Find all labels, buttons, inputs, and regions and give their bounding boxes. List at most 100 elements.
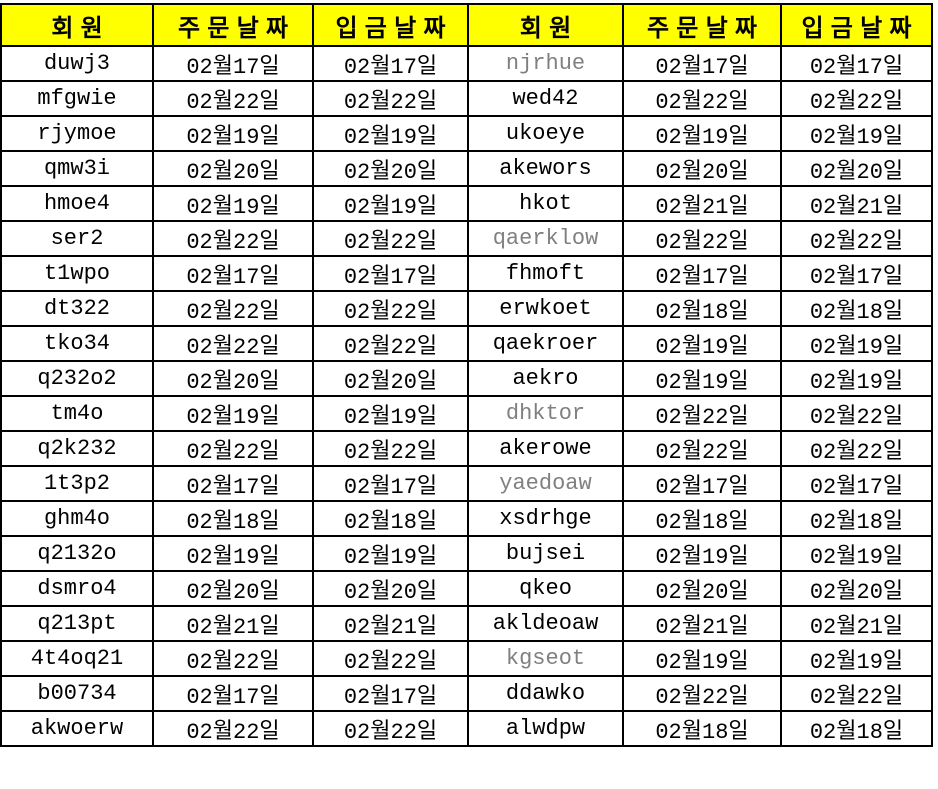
member-cell[interactable]: bujsei	[467, 535, 624, 572]
order-date-cell[interactable]: 02월20일	[152, 150, 314, 187]
column-header-2[interactable]: 입금날짜	[312, 3, 469, 47]
order-date-cell[interactable]: 02월22일	[152, 220, 314, 257]
order-date-cell[interactable]: 02월21일	[622, 185, 782, 222]
deposit-date-cell[interactable]: 02월19일	[780, 325, 933, 362]
member-cell[interactable]: akwoerw	[0, 710, 154, 747]
deposit-date-cell[interactable]: 02월20일	[780, 150, 933, 187]
deposit-date-cell[interactable]: 02월19일	[312, 395, 469, 432]
member-cell[interactable]: aekro	[467, 360, 624, 397]
member-cell[interactable]: alwdpw	[467, 710, 624, 747]
member-cell[interactable]: hkot	[467, 185, 624, 222]
deposit-date-cell[interactable]: 02월22일	[780, 220, 933, 257]
column-header-4[interactable]: 주문날짜	[622, 3, 782, 47]
order-date-cell[interactable]: 02월17일	[622, 45, 782, 82]
member-cell[interactable]: rjymoe	[0, 115, 154, 152]
member-cell[interactable]: q232o2	[0, 360, 154, 397]
member-cell[interactable]: ghm4o	[0, 500, 154, 537]
order-date-cell[interactable]: 02월19일	[622, 325, 782, 362]
deposit-date-cell[interactable]: 02월22일	[312, 710, 469, 747]
order-date-cell[interactable]: 02월19일	[152, 395, 314, 432]
deposit-date-cell[interactable]: 02월19일	[780, 535, 933, 572]
member-cell[interactable]: yaedoaw	[467, 465, 624, 502]
member-cell[interactable]: duwj3	[0, 45, 154, 82]
deposit-date-cell[interactable]: 02월22일	[780, 80, 933, 117]
order-date-cell[interactable]: 02월20일	[152, 360, 314, 397]
deposit-date-cell[interactable]: 02월22일	[312, 430, 469, 467]
member-cell[interactable]: dhktor	[467, 395, 624, 432]
member-cell[interactable]: q2k232	[0, 430, 154, 467]
member-cell[interactable]: 4t4oq21	[0, 640, 154, 677]
member-cell[interactable]: b00734	[0, 675, 154, 712]
order-date-cell[interactable]: 02월17일	[622, 255, 782, 292]
deposit-date-cell[interactable]: 02월20일	[312, 150, 469, 187]
deposit-date-cell[interactable]: 02월17일	[780, 465, 933, 502]
member-cell[interactable]: akldeoaw	[467, 605, 624, 642]
order-date-cell[interactable]: 02월22일	[152, 640, 314, 677]
member-cell[interactable]: ukoeye	[467, 115, 624, 152]
member-cell[interactable]: dt322	[0, 290, 154, 327]
member-cell[interactable]: qmw3i	[0, 150, 154, 187]
order-date-cell[interactable]: 02월18일	[152, 500, 314, 537]
deposit-date-cell[interactable]: 02월22일	[780, 430, 933, 467]
order-date-cell[interactable]: 02월17일	[152, 255, 314, 292]
deposit-date-cell[interactable]: 02월21일	[780, 605, 933, 642]
member-cell[interactable]: njrhue	[467, 45, 624, 82]
deposit-date-cell[interactable]: 02월19일	[780, 640, 933, 677]
member-cell[interactable]: dsmro4	[0, 570, 154, 607]
order-date-cell[interactable]: 02월19일	[622, 640, 782, 677]
member-cell[interactable]: tko34	[0, 325, 154, 362]
order-date-cell[interactable]: 02월22일	[152, 290, 314, 327]
order-date-cell[interactable]: 02월22일	[152, 710, 314, 747]
order-date-cell[interactable]: 02월17일	[152, 465, 314, 502]
deposit-date-cell[interactable]: 02월19일	[312, 535, 469, 572]
member-cell[interactable]: fhmoft	[467, 255, 624, 292]
deposit-date-cell[interactable]: 02월17일	[312, 675, 469, 712]
member-cell[interactable]: xsdrhge	[467, 500, 624, 537]
order-date-cell[interactable]: 02월20일	[622, 150, 782, 187]
deposit-date-cell[interactable]: 02월17일	[780, 255, 933, 292]
member-cell[interactable]: akerowe	[467, 430, 624, 467]
order-date-cell[interactable]: 02월18일	[622, 290, 782, 327]
deposit-date-cell[interactable]: 02월22일	[312, 80, 469, 117]
deposit-date-cell[interactable]: 02월17일	[780, 45, 933, 82]
deposit-date-cell[interactable]: 02월21일	[312, 605, 469, 642]
order-date-cell[interactable]: 02월19일	[152, 185, 314, 222]
order-date-cell[interactable]: 02월17일	[152, 675, 314, 712]
deposit-date-cell[interactable]: 02월17일	[312, 465, 469, 502]
member-cell[interactable]: erwkoet	[467, 290, 624, 327]
column-header-3[interactable]: 회원	[467, 3, 624, 47]
deposit-date-cell[interactable]: 02월19일	[312, 115, 469, 152]
order-date-cell[interactable]: 02월19일	[622, 360, 782, 397]
deposit-date-cell[interactable]: 02월19일	[780, 360, 933, 397]
deposit-date-cell[interactable]: 02월20일	[780, 570, 933, 607]
deposit-date-cell[interactable]: 02월17일	[312, 255, 469, 292]
deposit-date-cell[interactable]: 02월19일	[780, 115, 933, 152]
deposit-date-cell[interactable]: 02월20일	[312, 360, 469, 397]
order-date-cell[interactable]: 02월22일	[622, 675, 782, 712]
deposit-date-cell[interactable]: 02월21일	[780, 185, 933, 222]
member-cell[interactable]: q213pt	[0, 605, 154, 642]
order-date-cell[interactable]: 02월17일	[152, 45, 314, 82]
member-cell[interactable]: qaekroer	[467, 325, 624, 362]
order-date-cell[interactable]: 02월22일	[622, 395, 782, 432]
order-date-cell[interactable]: 02월21일	[622, 605, 782, 642]
member-cell[interactable]: t1wpo	[0, 255, 154, 292]
member-cell[interactable]: wed42	[467, 80, 624, 117]
member-cell[interactable]: qaerklow	[467, 220, 624, 257]
deposit-date-cell[interactable]: 02월22일	[312, 290, 469, 327]
member-cell[interactable]: kgseot	[467, 640, 624, 677]
member-cell[interactable]: ddawko	[467, 675, 624, 712]
order-date-cell[interactable]: 02월22일	[622, 80, 782, 117]
deposit-date-cell[interactable]: 02월22일	[312, 220, 469, 257]
member-cell[interactable]: tm4o	[0, 395, 154, 432]
deposit-date-cell[interactable]: 02월18일	[780, 500, 933, 537]
member-cell[interactable]: q2132o	[0, 535, 154, 572]
column-header-5[interactable]: 입금날짜	[780, 3, 933, 47]
order-date-cell[interactable]: 02월19일	[152, 535, 314, 572]
member-cell[interactable]: qkeo	[467, 570, 624, 607]
deposit-date-cell[interactable]: 02월22일	[780, 395, 933, 432]
order-date-cell[interactable]: 02월21일	[152, 605, 314, 642]
deposit-date-cell[interactable]: 02월19일	[312, 185, 469, 222]
order-date-cell[interactable]: 02월19일	[622, 535, 782, 572]
deposit-date-cell[interactable]: 02월18일	[780, 710, 933, 747]
